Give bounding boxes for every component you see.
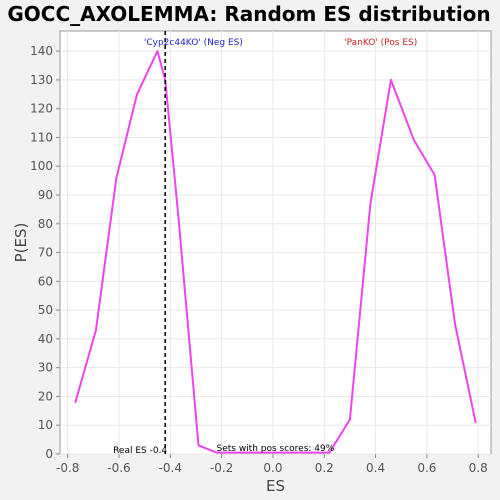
- y-tick-label: 40: [38, 332, 53, 346]
- x-tick-label: -0.2: [210, 461, 233, 475]
- data-point: [115, 176, 118, 179]
- data-point: [390, 79, 392, 81]
- plot-area: [59, 30, 492, 455]
- y-tick-label: 130: [30, 73, 53, 87]
- y-tick-label: 30: [38, 361, 53, 375]
- x-tick-label: -0.6: [107, 461, 130, 475]
- y-tick-label: 20: [38, 389, 53, 403]
- x-axis-label: ES: [266, 477, 285, 495]
- pos-scores-label: Sets with pos scores: 49%: [216, 444, 334, 454]
- chart-title: GOCC_AXOLEMMA: Random ES distribution: [7, 2, 490, 26]
- annotations: 'Cyp2c44KO' (Neg ES) 'PanKO' (Pos ES) Real…: [113, 31, 417, 456]
- data-point: [413, 139, 415, 142]
- y-tick-label: 0: [45, 447, 53, 461]
- data-point: [95, 329, 97, 332]
- data-point: [369, 202, 372, 205]
- data-point: [297, 451, 300, 454]
- x-tick-label: 0.2: [315, 461, 334, 475]
- data-point: [215, 451, 218, 454]
- series-layer: [74, 50, 477, 454]
- real-es-label: Real ES -0.4: [113, 446, 167, 456]
- data-point: [256, 451, 259, 454]
- data-point: [348, 418, 351, 421]
- pos-es-label: 'PanKO' (Pos ES): [344, 38, 417, 48]
- data-point: [197, 444, 200, 447]
- data-point: [74, 401, 77, 404]
- y-tick-label: 50: [38, 303, 53, 317]
- data-point: [236, 451, 238, 454]
- data-point: [433, 173, 436, 176]
- y-tick-label: 10: [38, 418, 53, 432]
- y-axis-label: P(ES): [12, 223, 30, 263]
- x-tick-label: -0.4: [159, 461, 182, 475]
- x-tick-label: 0.8: [469, 461, 488, 475]
- y-tick-label: 80: [38, 217, 53, 231]
- y-tick-label: 120: [30, 102, 53, 116]
- data-point: [177, 211, 179, 214]
- x-tick-label: -0.8: [56, 461, 79, 475]
- x-tick-label: 0.4: [366, 461, 385, 475]
- y-tick-label: 90: [38, 188, 53, 202]
- y-tick-label: 70: [38, 246, 53, 260]
- data-point: [328, 451, 331, 454]
- grid: [60, 31, 491, 455]
- y-tick-label: 110: [30, 130, 53, 144]
- axis-ticks: -0.8 -0.6 -0.4 -0.2 0.0 0.2 0.4 0.6 0.8 0 10 20 30 40…: [30, 44, 488, 475]
- x-tick-label: 0.0: [263, 461, 282, 475]
- y-tick-label: 60: [38, 274, 53, 288]
- data-point: [474, 421, 477, 424]
- data-point: [156, 50, 159, 53]
- y-tick-label: 100: [30, 159, 53, 173]
- y-tick-label: 140: [30, 44, 53, 58]
- data-point: [277, 451, 279, 454]
- x-tick-label: 0.6: [417, 461, 436, 475]
- data-point: [454, 323, 456, 326]
- data-point: [136, 93, 138, 96]
- neg-es-label: 'Cyp2c44KO' (Neg ES): [144, 38, 243, 48]
